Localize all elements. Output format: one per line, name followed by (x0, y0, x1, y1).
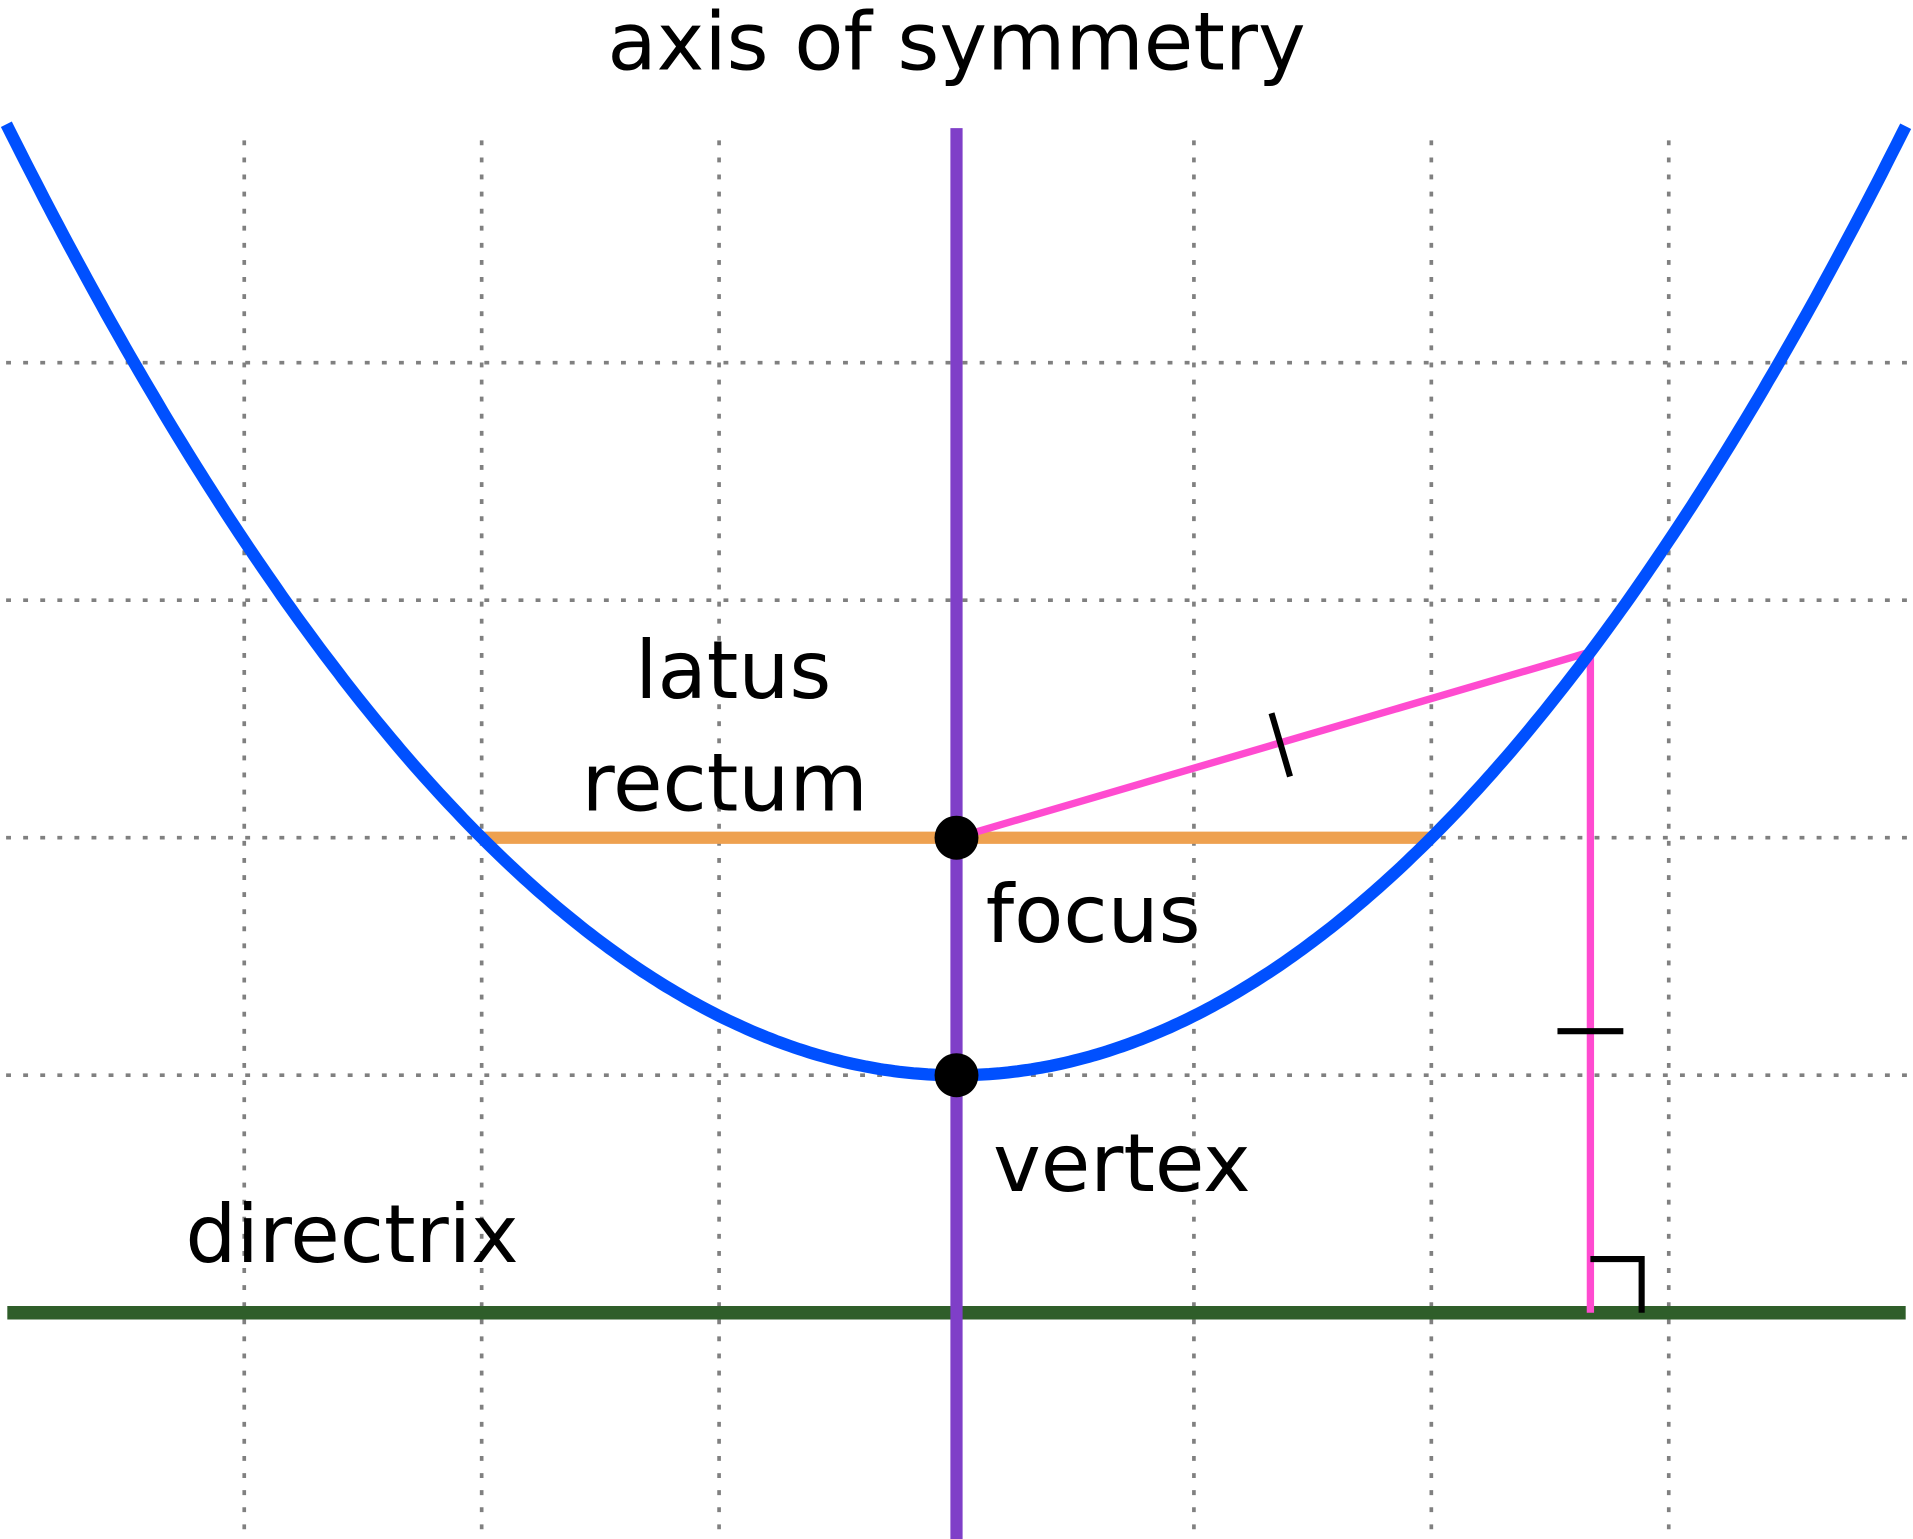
right-angle-marker (1590, 1255, 1645, 1313)
vertex-point (934, 1053, 979, 1098)
vertex-label: vertex (993, 1116, 1251, 1210)
grid (6, 140, 1913, 1539)
focus-point (934, 815, 979, 860)
directrix-label: directrix (185, 1187, 518, 1281)
focus-label: focus (986, 867, 1201, 961)
latus-rectum-label-line2: rectum (582, 735, 868, 829)
equal-length-tick-focus (1268, 712, 1293, 778)
latus-rectum-label-line1: latus (635, 623, 831, 717)
focus-distance-line (955, 648, 1592, 842)
axis-of-symmetry-label: axis of symmetry (607, 0, 1305, 89)
